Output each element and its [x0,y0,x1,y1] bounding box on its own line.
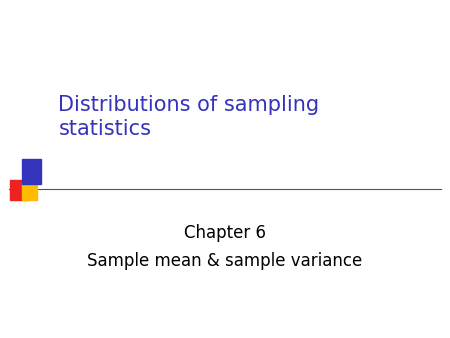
Bar [22,183,37,200]
Bar [10,180,28,200]
Bar [22,159,40,184]
Text: Distributions of sampling
statistics: Distributions of sampling statistics [58,95,320,139]
Text: Chapter 6
Sample mean & sample variance: Chapter 6 Sample mean & sample variance [87,224,363,270]
